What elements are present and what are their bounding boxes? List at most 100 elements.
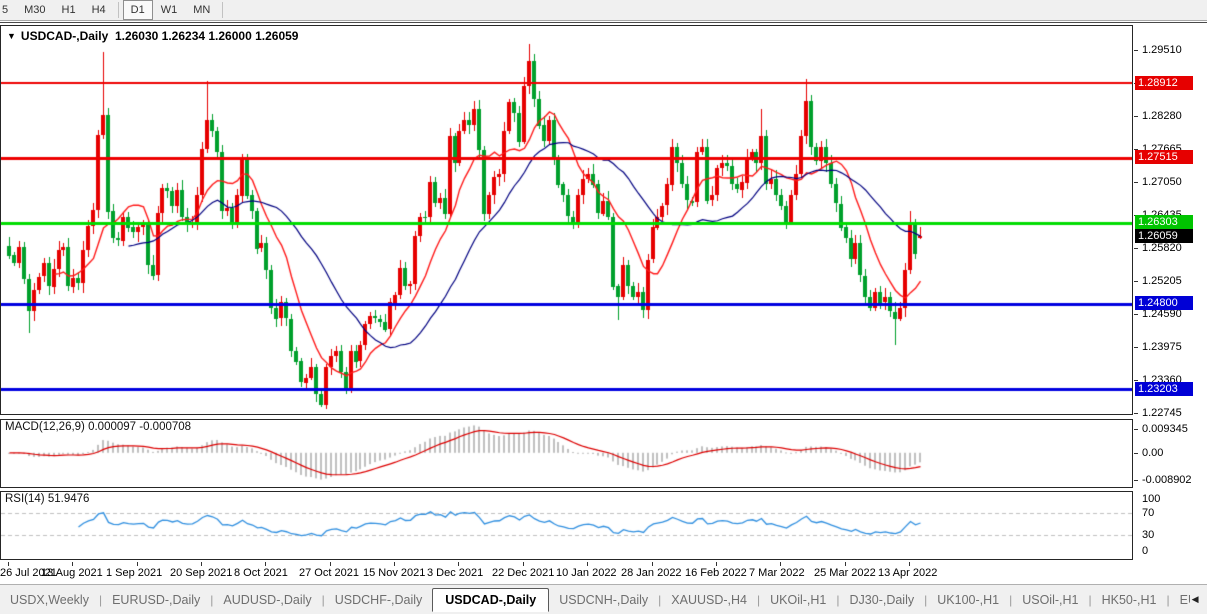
price-tick-label: 1.22745 bbox=[1142, 407, 1182, 420]
date-label: 15 Nov 2021 bbox=[363, 567, 426, 579]
price-tick-dash bbox=[1134, 314, 1138, 316]
tab-separator: | bbox=[1009, 592, 1013, 607]
date-tick bbox=[72, 562, 73, 566]
macd-indicator-panel bbox=[0, 419, 1133, 488]
price-tick-dash bbox=[1134, 380, 1138, 382]
date-tick bbox=[458, 562, 459, 566]
date-label: 25 Mar 2022 bbox=[814, 567, 876, 579]
tab-separator: | bbox=[321, 592, 325, 607]
date-tick bbox=[716, 562, 717, 566]
date-tick bbox=[523, 562, 524, 566]
timeframe-button-w1[interactable]: W1 bbox=[160, 4, 178, 16]
rsi-axis-label: 30 bbox=[1142, 529, 1155, 542]
timeframe-button-h4[interactable]: H4 bbox=[91, 4, 106, 16]
timeframe-button-5[interactable]: 5 bbox=[2, 4, 9, 16]
level-price-badge: 1.24800 bbox=[1135, 296, 1193, 311]
rsi-canvas[interactable] bbox=[1, 492, 1132, 557]
symbol-tab-usoil-h1[interactable]: USOil-,H1 bbox=[1022, 592, 1079, 607]
macd-axis-zero: 0.00 bbox=[1142, 446, 1164, 459]
price-tick-label: 1.23975 bbox=[1142, 341, 1182, 354]
date-label: 28 Jan 2022 bbox=[621, 567, 682, 579]
symbol-tab-usdx-weekly[interactable]: USDX,Weekly bbox=[10, 592, 89, 607]
tab-separator: | bbox=[98, 592, 103, 607]
date-tick bbox=[909, 562, 910, 566]
rsi-axis-label: 100 bbox=[1142, 493, 1161, 505]
tab-separator: | bbox=[924, 592, 928, 607]
timeframe-button-mn[interactable]: MN bbox=[193, 4, 211, 16]
toolbar-separator bbox=[117, 2, 119, 18]
symbol-tab-usdcad-daily[interactable]: USDCAD-,Daily bbox=[432, 587, 550, 612]
macd-axis-bottom: -0.008902 bbox=[1142, 474, 1192, 486]
date-label: 13 Apr 2022 bbox=[878, 567, 938, 579]
chart-ohlc-values: 1.26030 1.26234 1.26000 1.26059 bbox=[114, 29, 299, 43]
symbol-tab-uk100-h1[interactable]: UK100-,H1 bbox=[937, 592, 1000, 607]
symbol-tab-hk50-h1[interactable]: HK50-,H1 bbox=[1101, 592, 1157, 607]
price-tick-dash bbox=[1134, 281, 1138, 283]
rsi-indicator-panel bbox=[0, 491, 1133, 560]
date-tick bbox=[845, 562, 846, 566]
date-tick bbox=[330, 562, 331, 566]
price-tick-dash bbox=[1134, 116, 1138, 118]
level-price-badge: 1.27515 bbox=[1135, 150, 1193, 165]
date-label: 1 Sep 2021 bbox=[106, 567, 163, 579]
date-tick bbox=[265, 562, 266, 566]
date-tick bbox=[394, 562, 395, 566]
macd-tick-dash bbox=[1134, 452, 1138, 454]
symbol-tab-dj30-daily[interactable]: DJ30-,Daily bbox=[849, 592, 915, 607]
toolbar-separator bbox=[222, 2, 224, 18]
price-tick-dash bbox=[1134, 347, 1138, 349]
date-label: 20 Sep 2021 bbox=[170, 567, 233, 579]
price-chart-panel bbox=[0, 25, 1133, 415]
price-axis: 1.22745 1.23360 1.23975 1.24590 1.25205 1.258… bbox=[1134, 23, 1207, 562]
price-tick-dash bbox=[1134, 149, 1138, 151]
rsi-name: RSI(14) bbox=[5, 493, 45, 505]
price-tick-label: 1.28280 bbox=[1142, 110, 1182, 123]
price-tick-label: 1.25205 bbox=[1142, 275, 1182, 288]
tab-separator: | bbox=[1166, 592, 1170, 607]
price-tick-dash bbox=[1134, 413, 1138, 415]
symbol-tab-xauusd-h4[interactable]: XAUUSD-,H4 bbox=[671, 592, 747, 607]
date-tick bbox=[201, 562, 202, 566]
current-price-badge: 1.26059 bbox=[1135, 228, 1193, 243]
macd-label: MACD(12,26,9) 0.000097 -0.000708 bbox=[5, 421, 191, 433]
tab-separator: | bbox=[836, 592, 840, 607]
window-frame-line bbox=[0, 22, 1207, 23]
price-tick-dash bbox=[1134, 248, 1138, 250]
date-tick bbox=[652, 562, 653, 566]
date-label: 27 Oct 2021 bbox=[299, 567, 359, 579]
date-label: 8 Oct 2021 bbox=[234, 567, 288, 579]
timeframe-button-m30[interactable]: M30 bbox=[24, 4, 46, 16]
price-chart-canvas[interactable] bbox=[1, 26, 1132, 414]
macd-name: MACD(12,26,9) bbox=[5, 421, 85, 433]
date-axis: 26 Jul 2021 13 Aug 2021 1 Sep 2021 20 Sep 2… bbox=[0, 562, 1134, 583]
timeframe-button-d1[interactable]: D1 bbox=[122, 0, 153, 20]
macd-axis-top: 0.009345 bbox=[1142, 423, 1188, 435]
date-label: 13 Aug 2021 bbox=[41, 567, 103, 579]
tab-scroll-arrows: ◀▶ bbox=[1192, 594, 1207, 605]
date-tick bbox=[780, 562, 781, 566]
symbol-tab-ukoil-h1[interactable]: UKOil-,H1 bbox=[770, 592, 827, 607]
rsi-value: 51.9476 bbox=[47, 493, 90, 505]
symbol-tab-eurusd-daily[interactable]: EURUSD-,Daily bbox=[112, 592, 201, 607]
tab-separator: | bbox=[1088, 592, 1092, 607]
tab-scroll-left-icon[interactable]: ◀ bbox=[1191, 594, 1199, 604]
price-tick-label: 1.25820 bbox=[1142, 242, 1182, 255]
macd-tick-dash bbox=[1134, 480, 1138, 481]
price-tick-label: 1.29510 bbox=[1142, 44, 1182, 57]
macd-canvas[interactable] bbox=[1, 420, 1132, 485]
rsi-axis-label: 70 bbox=[1142, 506, 1155, 519]
level-price-badge: 1.26303 bbox=[1135, 215, 1193, 230]
macd-tick-dash bbox=[1134, 429, 1138, 430]
symbol-tab-usdcnh-daily[interactable]: USDCNH-,Daily bbox=[559, 592, 649, 607]
symbol-dropdown-icon[interactable]: ▼ bbox=[7, 31, 16, 41]
rsi-axis-label: 0 bbox=[1142, 545, 1149, 557]
date-tick bbox=[8, 562, 9, 566]
date-label: 16 Feb 2022 bbox=[685, 567, 747, 579]
level-price-badge: 1.28912 bbox=[1135, 75, 1193, 90]
symbol-tab-eu[interactable]: EU bbox=[1179, 592, 1190, 607]
date-label: 22 Dec 2021 bbox=[492, 567, 555, 579]
symbol-tab-audusd-daily[interactable]: AUDUSD-,Daily bbox=[223, 592, 312, 607]
symbol-tab-usdchf-daily[interactable]: USDCHF-,Daily bbox=[334, 592, 423, 607]
timeframe-button-h1[interactable]: H1 bbox=[61, 4, 76, 16]
